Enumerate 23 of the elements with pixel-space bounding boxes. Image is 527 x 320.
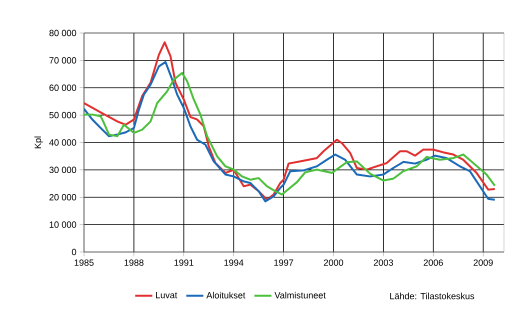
y-tick-label: 50 000	[49, 112, 76, 118]
y-axis-title: Kpl	[34, 136, 43, 148]
y-tick-label: 40 000	[49, 139, 76, 146]
x-tick-label: 1988	[124, 259, 144, 266]
x-tick-label: 2000	[324, 259, 344, 266]
x-tick-label: 2009	[474, 259, 493, 266]
y-tick-label: 80 000	[49, 30, 76, 36]
x-tick-label: 1997	[274, 259, 294, 266]
legend-label: Aloitukset	[206, 292, 246, 298]
legend-label: Luvat	[156, 292, 178, 298]
x-tick-label: 2006	[424, 259, 443, 266]
x-tick-label: 1985	[74, 259, 94, 266]
text: Lähde: Tilastokeskus	[390, 292, 474, 300]
x-tick-label: 2003	[374, 259, 394, 266]
y-tick-label: 60 000	[49, 84, 76, 91]
legend-label: Valmistuneet	[274, 292, 326, 298]
y-tick-label: 70 000	[49, 57, 76, 64]
x-tick-label: 1994	[224, 259, 244, 266]
y-tick-label: 10 000	[50, 221, 76, 228]
y-tick-label: 20 000	[49, 194, 76, 200]
y-tick-label: 30 000	[49, 166, 76, 174]
x-tick-label: 1991	[174, 259, 194, 266]
y-tick-label: 0	[72, 248, 76, 256]
